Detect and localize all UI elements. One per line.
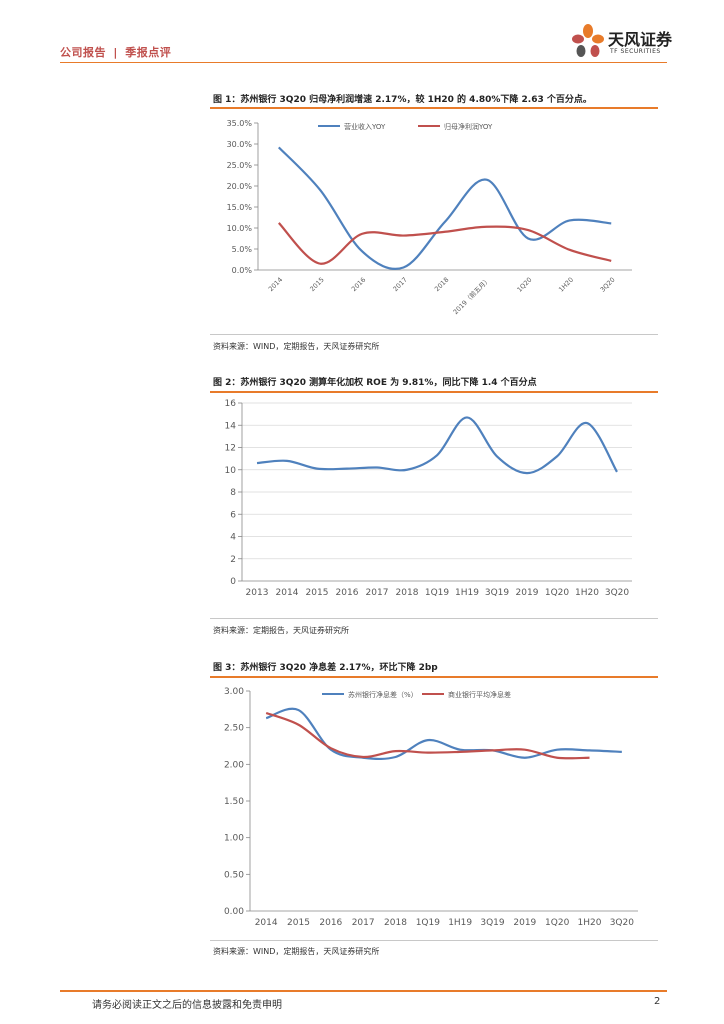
legend-label: 商业银行平均净息差 bbox=[448, 690, 511, 699]
figure-2-bottom-rule bbox=[210, 618, 658, 619]
y-tick-label: 14 bbox=[225, 421, 237, 431]
y-tick-label: 10 bbox=[225, 466, 237, 476]
flower-logo-icon bbox=[572, 24, 604, 57]
figure-2-title: 图 2：苏州银行 3Q20 测算年化加权 ROE 为 9.81%，同比下降 1.… bbox=[213, 378, 537, 388]
series-line-1 bbox=[277, 146, 612, 270]
y-tick-label: 6 bbox=[230, 510, 236, 520]
logo-name-cn: 天风证券 bbox=[608, 30, 673, 49]
x-tick-label: 1Q19 bbox=[425, 588, 450, 598]
x-tick-label: 2014 bbox=[276, 588, 299, 598]
figure-2-source: 资料来源：定期报告，天风证券研究所 bbox=[213, 626, 349, 635]
y-tick-label: 30.0% bbox=[227, 140, 253, 149]
series-line-2 bbox=[265, 711, 590, 760]
x-tick-label: 1Q20 bbox=[545, 918, 570, 928]
x-tick-label: 2013 bbox=[246, 588, 269, 598]
y-tick-label: 2 bbox=[230, 555, 236, 565]
x-tick-label: 1H20 bbox=[578, 918, 602, 928]
header-separator: | bbox=[113, 46, 118, 59]
y-tick-label: 12 bbox=[225, 444, 236, 454]
x-tick-label: 2019 bbox=[513, 918, 536, 928]
x-tick-label: 3Q20 bbox=[610, 918, 635, 928]
y-tick-label: 0.00 bbox=[224, 907, 244, 917]
figure-3-bottom-rule bbox=[210, 940, 658, 941]
y-tick-label: 2.50 bbox=[224, 724, 244, 734]
x-tick-label: 1Q19 bbox=[416, 918, 441, 928]
y-tick-label: 1.00 bbox=[224, 834, 244, 844]
y-tick-label: 20.0% bbox=[227, 182, 253, 191]
x-tick-label: 2018 bbox=[433, 276, 450, 293]
figure-2-top-rule bbox=[210, 391, 658, 393]
x-tick-label: 1Q20 bbox=[545, 588, 570, 598]
footer-disclaimer: 请务必阅读正文之后的信息披露和免责申明 bbox=[92, 1000, 282, 1011]
y-tick-label: 25.0% bbox=[227, 161, 253, 170]
report-header: 公司报告 | 季报点评 bbox=[60, 44, 171, 60]
figure-3-chart: 0.00 0.50 1.00 1.50 2.00 2.50 3.00 2014 2015 2016… bbox=[224, 687, 638, 928]
x-tick-label: 3Q19 bbox=[485, 588, 510, 598]
figure-1-top-rule bbox=[210, 107, 658, 109]
page-number: 2 bbox=[654, 996, 661, 1007]
x-tick-label: 2015 bbox=[308, 276, 325, 293]
header-section: 公司报告 bbox=[60, 46, 106, 59]
figure-1-bottom-rule bbox=[210, 334, 658, 335]
figure-1-source: 资料来源：WIND，定期报告，天风证券研究所 bbox=[213, 342, 380, 351]
x-tick-label: 2015 bbox=[287, 918, 310, 928]
y-tick-label: 10.0% bbox=[227, 224, 253, 233]
x-tick-label: 1H19 bbox=[455, 588, 479, 598]
header-divider bbox=[60, 62, 667, 63]
y-tick-label: 1.50 bbox=[224, 797, 244, 807]
x-tick-label: 2017 bbox=[366, 588, 389, 598]
figure-1-chart: 0.0% 5.0% 10.0% 15.0% 20.0% 25.0% 30.0% 35.0% 20… bbox=[227, 119, 632, 316]
footer-divider bbox=[60, 990, 667, 992]
y-tick-label: 0.50 bbox=[224, 870, 244, 880]
y-tick-label: 16 bbox=[225, 399, 237, 409]
y-tick-label: 0.0% bbox=[232, 266, 253, 275]
y-tick-label: 35.0% bbox=[227, 119, 253, 128]
x-tick-label: 2018 bbox=[396, 588, 419, 598]
legend-label: 归母净利润YOY bbox=[444, 122, 493, 131]
y-tick-label: 2.00 bbox=[224, 760, 244, 770]
y-tick-label: 5.0% bbox=[232, 245, 253, 254]
x-tick-label: 2019（前五月） bbox=[451, 275, 492, 316]
x-tick-label: 3Q19 bbox=[480, 918, 505, 928]
logo-name-en: TF SECURITIES bbox=[610, 48, 661, 55]
x-tick-label: 1H20 bbox=[557, 276, 575, 294]
figure-3-top-rule bbox=[210, 676, 658, 678]
x-tick-label: 3Q20 bbox=[599, 276, 617, 294]
x-tick-label: 3Q20 bbox=[605, 588, 630, 598]
x-tick-label: 2014 bbox=[267, 276, 284, 293]
x-tick-label: 2018 bbox=[384, 918, 407, 928]
x-tick-label: 2015 bbox=[306, 588, 329, 598]
x-tick-label: 2017 bbox=[392, 276, 409, 293]
x-tick-label: 2017 bbox=[352, 918, 375, 928]
y-tick-label: 0 bbox=[230, 577, 236, 587]
y-tick-label: 3.00 bbox=[224, 687, 244, 697]
x-tick-label: 1H19 bbox=[448, 918, 472, 928]
x-tick-label: 2014 bbox=[255, 918, 278, 928]
legend-label: 苏州银行净息差（%） bbox=[348, 690, 418, 699]
x-tick-label: 2019 bbox=[516, 588, 539, 598]
series-line-1 bbox=[256, 416, 618, 475]
y-tick-label: 8 bbox=[230, 488, 236, 498]
figure-3-source: 资料来源：WIND，定期报告，天风证券研究所 bbox=[213, 947, 380, 956]
x-tick-label: 2016 bbox=[319, 918, 342, 928]
logo: 天风证券 TF SECURITIES bbox=[570, 22, 680, 62]
x-tick-label: 2016 bbox=[350, 276, 367, 293]
y-tick-label: 15.0% bbox=[227, 203, 253, 212]
figure-3-title: 图 3：苏州银行 3Q20 净息差 2.17%，环比下降 2bp bbox=[213, 663, 438, 673]
x-tick-label: 1H20 bbox=[575, 588, 599, 598]
y-tick-label: 4 bbox=[230, 533, 236, 543]
x-tick-label: 2016 bbox=[336, 588, 359, 598]
figure-1-title: 图 1：苏州银行 3Q20 归母净利润增速 2.17%，较 1H20 的 4.8… bbox=[213, 95, 592, 105]
header-category: 季报点评 bbox=[125, 46, 172, 59]
series-line-2 bbox=[277, 222, 612, 265]
legend-label: 营业收入YOY bbox=[344, 122, 386, 131]
x-tick-label: 1Q20 bbox=[515, 276, 533, 294]
figure-2-chart: 0 2 4 6 8 10 12 14 16 2013 2014 2015 2016 2017 2018 1Q1… bbox=[225, 399, 632, 598]
